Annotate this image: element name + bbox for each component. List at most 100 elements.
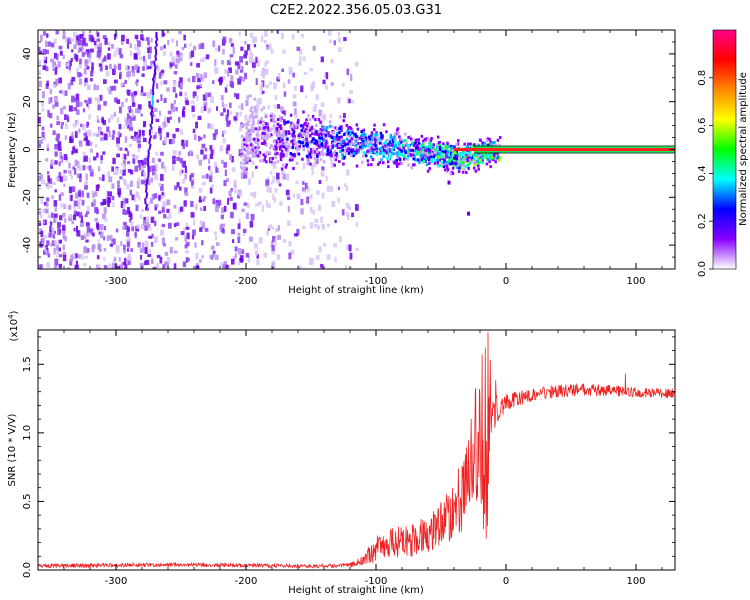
noise-pixel (86, 52, 91, 57)
noise-pixel (103, 236, 106, 241)
signal-pixel (374, 133, 377, 137)
signal-pixel (254, 109, 257, 113)
spectrogram-signal-layer (239, 94, 502, 216)
noise-pixel (231, 239, 235, 244)
signal-pixel (439, 152, 443, 156)
signal-pixel (243, 154, 247, 158)
signal-pixel (428, 156, 431, 160)
signal-pixel (459, 158, 462, 162)
signal-pixel (305, 118, 308, 122)
noise-pixel (333, 40, 336, 46)
noise-pixel (303, 71, 308, 76)
signal-pixel (354, 145, 358, 149)
noise-pixel (51, 195, 54, 199)
signal-pixel (279, 134, 282, 138)
signal-pixel (416, 145, 420, 149)
signal-pixel (386, 156, 389, 160)
noise-pixel (132, 70, 135, 77)
signal-pixel (287, 131, 290, 135)
streak-pixel (145, 206, 148, 210)
noise-pixel (149, 198, 153, 204)
signal-pixel (295, 145, 299, 149)
noise-pixel (62, 251, 67, 257)
signal-pixel (239, 154, 243, 158)
signal-pixel (442, 142, 445, 146)
noise-pixel (54, 144, 59, 150)
noise-pixel (241, 268, 245, 269)
signal-pixel (489, 165, 492, 169)
signal-pixel (455, 157, 458, 161)
noise-pixel (219, 145, 224, 152)
signal-pixel (302, 144, 305, 148)
signal-pixel (271, 156, 275, 160)
noise-pixel (97, 243, 102, 251)
signal-pixel (498, 143, 501, 147)
signal-pixel (412, 144, 416, 148)
noise-pixel (350, 73, 353, 81)
signal-pixel (300, 128, 304, 132)
noise-pixel (107, 41, 111, 46)
noise-pixel (299, 48, 303, 55)
noise-pixel (244, 72, 248, 80)
noise-pixel (200, 149, 204, 155)
noise-pixel (209, 145, 213, 151)
signal-pixel (268, 134, 271, 138)
signal-pixel (334, 126, 337, 130)
signal-pixel (242, 168, 245, 172)
signal-pixel (248, 135, 252, 139)
noise-pixel (175, 93, 178, 98)
noise-pixel (54, 189, 57, 193)
signal-pixel (274, 139, 278, 143)
noise-pixel (235, 69, 239, 75)
signal-pixel (425, 150, 428, 154)
signal-pixel (486, 137, 490, 141)
signal-pixel (451, 172, 455, 176)
signal-pixel (350, 148, 353, 152)
signal-pixel (349, 154, 353, 158)
noise-pixel (160, 81, 163, 86)
noise-pixel (84, 155, 88, 162)
noise-pixel (135, 81, 139, 87)
noise-pixel (190, 50, 195, 58)
noise-pixel (137, 40, 141, 47)
noise-pixel (72, 123, 77, 128)
signal-pixel (335, 132, 339, 136)
noise-pixel (129, 218, 132, 223)
signal-pixel (456, 158, 460, 162)
noise-pixel (142, 164, 146, 169)
noise-pixel (160, 151, 164, 156)
noise-pixel (229, 102, 232, 108)
noise-pixel (321, 166, 325, 171)
signal-pixel (308, 126, 312, 130)
noise-pixel (49, 184, 53, 188)
noise-pixel (108, 118, 111, 123)
noise-pixel (351, 212, 355, 218)
noise-pixel (70, 79, 74, 86)
signal-pixel (339, 115, 342, 119)
signal-pixel (419, 145, 422, 149)
signal-pixel (465, 171, 468, 175)
noise-pixel (132, 158, 136, 163)
signal-pixel (244, 149, 248, 153)
signal-pixel (442, 165, 446, 169)
signal-pixel (248, 131, 252, 135)
signal-pixel (355, 150, 359, 154)
noise-pixel (160, 94, 163, 102)
noise-pixel (164, 261, 169, 266)
signal-pixel (394, 141, 397, 145)
noise-pixel (212, 133, 217, 141)
signal-pixel (370, 138, 373, 142)
noise-pixel (290, 249, 295, 255)
noise-pixel (263, 252, 267, 258)
signal-pixel (251, 111, 254, 115)
signal-pixel (245, 126, 248, 130)
noise-pixel (53, 52, 58, 59)
noise-pixel (249, 220, 254, 228)
noise-pixel (214, 59, 217, 67)
noise-pixel (151, 233, 154, 239)
noise-pixel (219, 224, 223, 232)
signal-pixel (254, 146, 257, 150)
noise-pixel (139, 264, 143, 269)
streak-pixel (145, 195, 148, 199)
